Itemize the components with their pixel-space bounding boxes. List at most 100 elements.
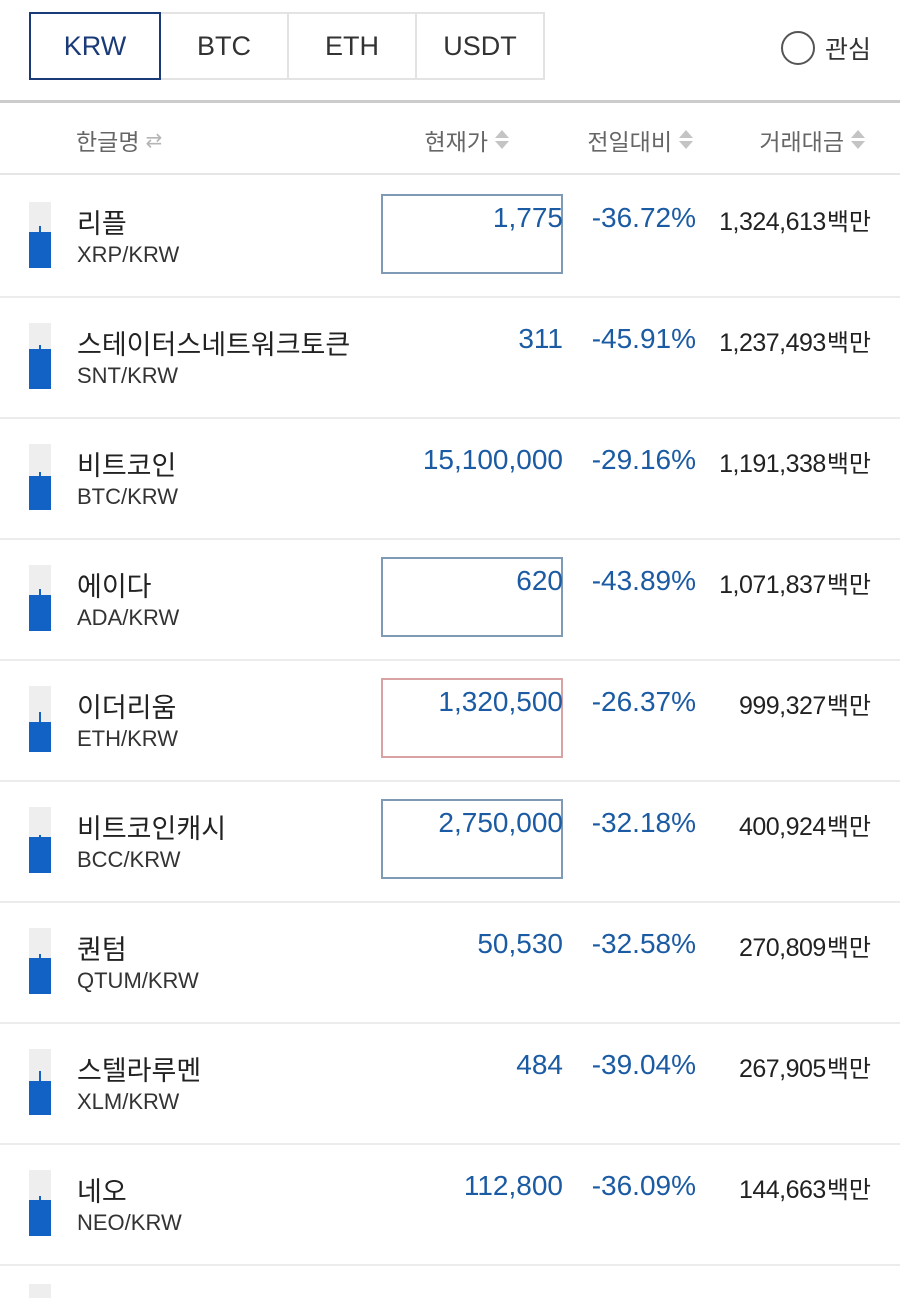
volume-unit: 백만 xyxy=(826,1055,871,1083)
coin-row[interactable]: 이더리움 ETH/KRW 1,320,500 -26.37% 999,327 백만 xyxy=(0,660,900,782)
candle-body xyxy=(29,1081,51,1115)
sort-icon[interactable] xyxy=(850,129,866,151)
tab-btc[interactable]: BTC xyxy=(159,12,289,80)
volume-value: 267,905 xyxy=(738,1055,826,1083)
price-highlight-box xyxy=(381,678,563,758)
header-price-label: 현재가 xyxy=(424,130,488,156)
trade-volume: 1,237,493 백만 xyxy=(719,323,871,358)
coin-name: 네오 xyxy=(77,1177,127,1208)
trade-volume: 400,924 백만 xyxy=(739,807,871,842)
favorite-label: 관심 xyxy=(824,35,871,64)
next-row-partial xyxy=(0,1262,900,1298)
coin-row[interactable]: 스텔라루멘 XLM/KRW 484 -39.04% 267,905 백만 xyxy=(0,1023,900,1145)
header-volume-label: 거래대금 xyxy=(759,130,844,156)
coin-name: 에이다 xyxy=(77,572,152,603)
coin-pair: BTC/KRW xyxy=(77,484,179,509)
volume-unit: 백만 xyxy=(826,329,871,357)
volume-value: 270,809 xyxy=(738,934,826,962)
change-rate: -45.91% xyxy=(591,323,696,354)
coin-name: 퀀텀 xyxy=(77,935,127,966)
current-price: 484 xyxy=(516,1049,563,1080)
coin-name: 비트코인 xyxy=(77,451,177,482)
candle-body xyxy=(29,1200,51,1236)
divider xyxy=(0,100,900,103)
header-price[interactable]: 현재가 xyxy=(425,123,510,157)
tab-krw[interactable]: KRW xyxy=(29,12,161,80)
trade-volume: 999,327 백만 xyxy=(739,686,871,721)
sort-icon[interactable] xyxy=(678,129,694,151)
candle-body xyxy=(29,837,51,873)
coin-row[interactable]: 퀀텀 QTUM/KRW 50,530 -32.58% 270,809 백만 xyxy=(0,902,900,1024)
volume-value: 999,327 xyxy=(738,692,826,720)
price-highlight-box xyxy=(381,194,563,274)
header-change[interactable]: 전일대비 xyxy=(587,123,694,157)
current-price: 311 xyxy=(518,323,563,354)
volume-unit: 백만 xyxy=(826,934,871,962)
change-rate: -36.09% xyxy=(591,1170,696,1201)
change-rate: -39.04% xyxy=(591,1049,696,1080)
change-rate: -32.18% xyxy=(591,807,696,838)
coin-pair: NEO/KRW xyxy=(77,1210,182,1235)
radio-circle-icon[interactable] xyxy=(780,31,815,65)
change-rate: -32.58% xyxy=(591,928,696,959)
coin-name: 스텔라루멘 xyxy=(77,1056,202,1087)
candle-body xyxy=(29,595,51,631)
coin-row[interactable]: 비트코인캐시 BCC/KRW 2,750,000 -32.18% 400,924 백만 xyxy=(0,781,900,903)
candle-icon xyxy=(29,1284,51,1298)
candle-icon xyxy=(29,1049,51,1115)
trade-volume: 1,324,613 백만 xyxy=(719,202,871,237)
header-name-label: 한글명 xyxy=(76,130,140,156)
coin-row[interactable]: 리플 XRP/KRW 1,775 -36.72% 1,324,613 백만 xyxy=(0,176,900,298)
coin-name: 리플 xyxy=(77,209,127,240)
coin-row[interactable]: 네오 NEO/KRW 112,800 -36.09% 144,663 백만 xyxy=(0,1144,900,1266)
coin-pair: SNT/KRW xyxy=(77,363,179,388)
current-price: 1,775 xyxy=(492,202,563,233)
header-name[interactable]: 한글명 ⇄ xyxy=(76,123,162,157)
volume-value: 1,237,493 xyxy=(719,329,826,357)
coin-row[interactable]: 에이다 ADA/KRW 620 -43.89% 1,071,837 백만 xyxy=(0,539,900,661)
favorite-toggle[interactable]: 관심 xyxy=(780,30,871,66)
coin-name: 스테이터스네트워크토큰 xyxy=(77,330,351,361)
swap-arrows-icon[interactable]: ⇄ xyxy=(145,128,163,152)
candle-body xyxy=(29,958,51,994)
change-rate: -43.89% xyxy=(591,565,696,596)
coin-row[interactable]: 비트코인 BTC/KRW 15,100,000 -29.16% 1,191,338 백만 xyxy=(0,418,900,540)
candle-icon xyxy=(29,807,51,873)
trade-volume: 1,071,837 백만 xyxy=(719,565,871,600)
volume-unit: 백만 xyxy=(826,571,871,599)
coin-pair: ADA/KRW xyxy=(77,605,180,630)
candle-icon xyxy=(29,444,51,510)
current-price: 2,750,000 xyxy=(438,807,563,838)
current-price: 620 xyxy=(516,565,563,596)
coin-name: 비트코인캐시 xyxy=(77,814,227,845)
sort-icon[interactable] xyxy=(494,129,510,151)
candle-icon xyxy=(29,1170,51,1236)
table-header: 한글명 ⇄ 현재가 전일대비 거래대금 xyxy=(0,103,900,175)
current-price: 112,800 xyxy=(463,1170,563,1201)
tab-usdt[interactable]: USDT xyxy=(415,12,545,80)
trade-volume: 270,809 백만 xyxy=(739,928,871,963)
volume-unit: 백만 xyxy=(826,208,871,236)
header-volume[interactable]: 거래대금 xyxy=(759,123,866,157)
tab-eth[interactable]: ETH xyxy=(287,12,417,80)
volume-value: 400,924 xyxy=(738,813,826,841)
current-price: 15,100,000 xyxy=(422,444,563,475)
current-price: 50,530 xyxy=(477,928,563,959)
header-change-label: 전일대비 xyxy=(587,130,672,156)
candle-icon xyxy=(29,928,51,994)
candle-body xyxy=(29,349,51,389)
candle-icon xyxy=(29,202,51,268)
coin-pair: ETH/KRW xyxy=(77,726,179,751)
candle-icon xyxy=(29,565,51,631)
candle-icon xyxy=(29,686,51,752)
volume-value: 1,191,338 xyxy=(719,450,826,478)
coin-pair: QTUM/KRW xyxy=(77,968,199,993)
coin-pair: BCC/KRW xyxy=(77,847,181,872)
volume-unit: 백만 xyxy=(826,813,871,841)
coin-row[interactable]: 스테이터스네트워크토큰 SNT/KRW 311 -45.91% 1,237,493 백만 xyxy=(0,297,900,419)
coin-pair: XLM/KRW xyxy=(77,1089,180,1114)
coin-name: 이더리움 xyxy=(77,693,177,724)
market-top-bar: KRW BTC ETH USDT 관심 xyxy=(0,0,900,102)
trade-volume: 1,191,338 백만 xyxy=(719,444,871,479)
change-rate: -26.37% xyxy=(591,686,696,717)
